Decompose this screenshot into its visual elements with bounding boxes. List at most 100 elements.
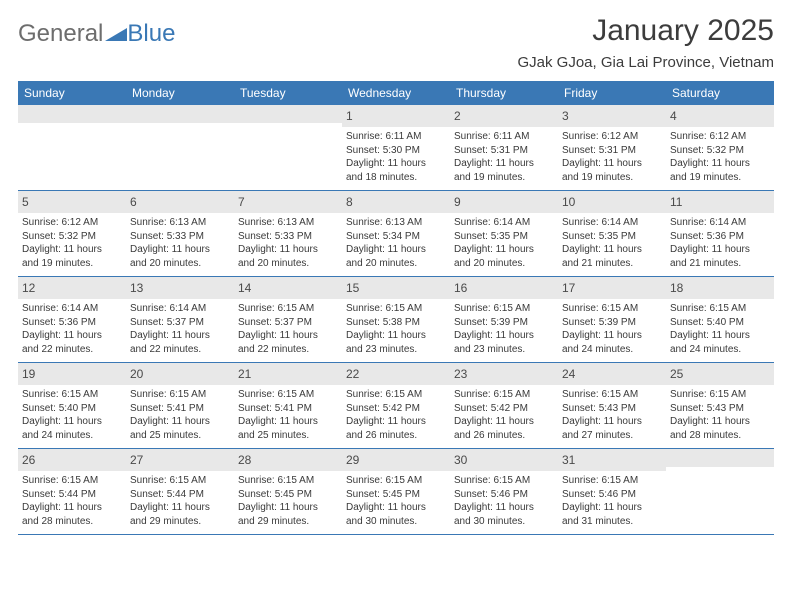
day-number: 13 <box>130 281 143 295</box>
weekday-tuesday: Tuesday <box>234 81 342 105</box>
sunset-text: Sunset: 5:35 PM <box>562 230 662 244</box>
daylight-text: Daylight: 11 hours <box>562 329 662 343</box>
calendar-page: General Blue January 2025 GJak GJoa, Gia… <box>0 0 792 549</box>
day-cell-12: 12Sunrise: 6:14 AMSunset: 5:36 PMDayligh… <box>18 277 126 362</box>
day-number: 17 <box>562 281 575 295</box>
sunset-text: Sunset: 5:43 PM <box>670 402 770 416</box>
day-cell-1: 1Sunrise: 6:11 AMSunset: 5:30 PMDaylight… <box>342 105 450 190</box>
daylight-text: and 26 minutes. <box>454 429 554 443</box>
daylight-text: and 19 minutes. <box>670 171 770 185</box>
daynum-row: 3 <box>558 105 666 127</box>
daynum-row: 19 <box>18 363 126 385</box>
day-cell-16: 16Sunrise: 6:15 AMSunset: 5:39 PMDayligh… <box>450 277 558 362</box>
weekday-wednesday: Wednesday <box>342 81 450 105</box>
daylight-text: and 23 minutes. <box>346 343 446 357</box>
sunrise-text: Sunrise: 6:12 AM <box>562 130 662 144</box>
daylight-text: and 27 minutes. <box>562 429 662 443</box>
daylight-text: Daylight: 11 hours <box>22 501 122 515</box>
daynum-row: 15 <box>342 277 450 299</box>
weekday-saturday: Saturday <box>666 81 774 105</box>
day-cell-19: 19Sunrise: 6:15 AMSunset: 5:40 PMDayligh… <box>18 363 126 448</box>
week-row: 12Sunrise: 6:14 AMSunset: 5:36 PMDayligh… <box>18 277 774 363</box>
day-cell-31: 31Sunrise: 6:15 AMSunset: 5:46 PMDayligh… <box>558 449 666 534</box>
daylight-text: Daylight: 11 hours <box>22 329 122 343</box>
daylight-text: and 28 minutes. <box>670 429 770 443</box>
sunrise-text: Sunrise: 6:13 AM <box>238 216 338 230</box>
daynum-row: 12 <box>18 277 126 299</box>
sunrise-text: Sunrise: 6:15 AM <box>346 474 446 488</box>
day-cell-4: 4Sunrise: 6:12 AMSunset: 5:32 PMDaylight… <box>666 105 774 190</box>
week-row: 26Sunrise: 6:15 AMSunset: 5:44 PMDayligh… <box>18 449 774 535</box>
sunset-text: Sunset: 5:31 PM <box>454 144 554 158</box>
day-number: 9 <box>454 195 461 209</box>
empty-daynum <box>666 449 774 467</box>
week-row: 1Sunrise: 6:11 AMSunset: 5:30 PMDaylight… <box>18 105 774 191</box>
sunset-text: Sunset: 5:43 PM <box>562 402 662 416</box>
day-cell-17: 17Sunrise: 6:15 AMSunset: 5:39 PMDayligh… <box>558 277 666 362</box>
empty-cell <box>666 449 774 534</box>
day-cell-24: 24Sunrise: 6:15 AMSunset: 5:43 PMDayligh… <box>558 363 666 448</box>
sunset-text: Sunset: 5:31 PM <box>562 144 662 158</box>
day-number: 4 <box>670 109 677 123</box>
daylight-text: Daylight: 11 hours <box>562 243 662 257</box>
daylight-text: Daylight: 11 hours <box>562 501 662 515</box>
sunrise-text: Sunrise: 6:15 AM <box>130 388 230 402</box>
daylight-text: and 18 minutes. <box>346 171 446 185</box>
sunset-text: Sunset: 5:40 PM <box>22 402 122 416</box>
sunset-text: Sunset: 5:42 PM <box>346 402 446 416</box>
sunrise-text: Sunrise: 6:15 AM <box>130 474 230 488</box>
daylight-text: and 21 minutes. <box>670 257 770 271</box>
sunset-text: Sunset: 5:39 PM <box>454 316 554 330</box>
sunrise-text: Sunrise: 6:14 AM <box>22 302 122 316</box>
logo-text-1: General <box>18 20 103 48</box>
daylight-text: Daylight: 11 hours <box>22 415 122 429</box>
day-cell-23: 23Sunrise: 6:15 AMSunset: 5:42 PMDayligh… <box>450 363 558 448</box>
sunrise-text: Sunrise: 6:15 AM <box>670 388 770 402</box>
week-row: 19Sunrise: 6:15 AMSunset: 5:40 PMDayligh… <box>18 363 774 449</box>
day-cell-3: 3Sunrise: 6:12 AMSunset: 5:31 PMDaylight… <box>558 105 666 190</box>
day-number: 3 <box>562 109 569 123</box>
weekday-thursday: Thursday <box>450 81 558 105</box>
daynum-row: 29 <box>342 449 450 471</box>
sunrise-text: Sunrise: 6:12 AM <box>670 130 770 144</box>
sunrise-text: Sunrise: 6:15 AM <box>454 474 554 488</box>
daynum-row: 9 <box>450 191 558 213</box>
sunrise-text: Sunrise: 6:14 AM <box>130 302 230 316</box>
day-number: 20 <box>130 367 143 381</box>
day-number: 31 <box>562 453 575 467</box>
daylight-text: Daylight: 11 hours <box>130 243 230 257</box>
day-number: 26 <box>22 453 35 467</box>
week-row: 5Sunrise: 6:12 AMSunset: 5:32 PMDaylight… <box>18 191 774 277</box>
sunrise-text: Sunrise: 6:15 AM <box>454 302 554 316</box>
sunset-text: Sunset: 5:46 PM <box>454 488 554 502</box>
daylight-text: Daylight: 11 hours <box>454 415 554 429</box>
sunrise-text: Sunrise: 6:12 AM <box>22 216 122 230</box>
daynum-row: 1 <box>342 105 450 127</box>
sunrise-text: Sunrise: 6:15 AM <box>346 302 446 316</box>
daylight-text: Daylight: 11 hours <box>454 329 554 343</box>
sunset-text: Sunset: 5:32 PM <box>670 144 770 158</box>
daylight-text: and 19 minutes. <box>562 171 662 185</box>
daylight-text: Daylight: 11 hours <box>346 157 446 171</box>
day-number: 1 <box>346 109 353 123</box>
daynum-row: 5 <box>18 191 126 213</box>
day-number: 25 <box>670 367 683 381</box>
daynum-row: 30 <box>450 449 558 471</box>
sunset-text: Sunset: 5:44 PM <box>22 488 122 502</box>
daylight-text: and 20 minutes. <box>130 257 230 271</box>
day-cell-8: 8Sunrise: 6:13 AMSunset: 5:34 PMDaylight… <box>342 191 450 276</box>
daynum-row: 27 <box>126 449 234 471</box>
weeks-container: 1Sunrise: 6:11 AMSunset: 5:30 PMDaylight… <box>18 105 774 535</box>
day-cell-21: 21Sunrise: 6:15 AMSunset: 5:41 PMDayligh… <box>234 363 342 448</box>
daylight-text: Daylight: 11 hours <box>238 501 338 515</box>
empty-cell <box>18 105 126 190</box>
sunset-text: Sunset: 5:33 PM <box>130 230 230 244</box>
day-cell-13: 13Sunrise: 6:14 AMSunset: 5:37 PMDayligh… <box>126 277 234 362</box>
day-number: 24 <box>562 367 575 381</box>
day-cell-11: 11Sunrise: 6:14 AMSunset: 5:36 PMDayligh… <box>666 191 774 276</box>
daylight-text: and 25 minutes. <box>130 429 230 443</box>
daynum-row: 13 <box>126 277 234 299</box>
daynum-row: 4 <box>666 105 774 127</box>
daylight-text: and 22 minutes. <box>238 343 338 357</box>
daynum-row: 11 <box>666 191 774 213</box>
